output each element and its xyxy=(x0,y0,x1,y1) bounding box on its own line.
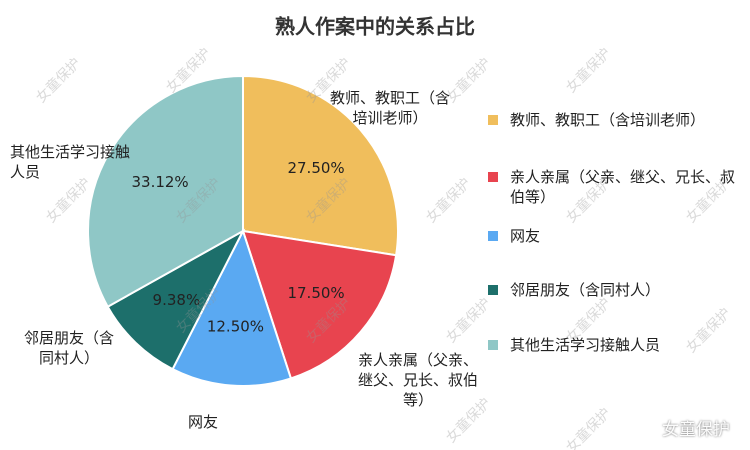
legend-swatch xyxy=(488,172,498,182)
legend-swatch xyxy=(488,231,498,241)
value-label: 9.38% xyxy=(153,291,201,309)
legend-entry: 亲人亲属（父亲、继父、兄长、叔伯等） xyxy=(488,167,743,207)
pie-slice xyxy=(106,228,246,371)
slice-label: 亲人亲属（父亲、继父、兄长、叔伯等） xyxy=(358,351,479,409)
legend-entry: 网友 xyxy=(488,226,743,246)
slice-label: 网友 xyxy=(187,413,218,431)
legend-label: 其他生活学习接触人员 xyxy=(510,336,661,354)
legend-label: 网友 xyxy=(510,227,541,245)
value-label: 27.50% xyxy=(287,159,344,177)
slice-label: 教师、教职工（含培训老师） xyxy=(329,89,450,127)
legend-swatch xyxy=(488,340,498,350)
legend-swatch xyxy=(488,285,498,295)
legend-entry: 邻居朋友（含同村人） xyxy=(488,280,743,300)
pie-slice xyxy=(87,74,244,309)
value-label: 17.50% xyxy=(287,284,344,302)
slice-label: 邻居朋友（含同村人） xyxy=(23,329,114,367)
pie-slice xyxy=(242,74,399,257)
slice-label: 其他生活学习接触人员 xyxy=(10,143,131,181)
legend-label: 亲人亲属（父亲、继父、兄长、叔伯等） xyxy=(510,168,736,206)
legend-label: 邻居朋友（含同村人） xyxy=(510,281,661,299)
legend-entry: 教师、教职工（含培训老师） xyxy=(488,110,743,130)
pie-slice xyxy=(241,229,398,380)
pie-slice xyxy=(171,228,293,387)
legend-label: 教师、教职工（含培训老师） xyxy=(510,111,706,129)
chart-title: 熟人作案中的关系占比 xyxy=(275,15,475,39)
value-label: 12.50% xyxy=(207,317,264,335)
legend-entry: 其他生活学习接触人员 xyxy=(488,335,743,355)
legend-swatch xyxy=(488,115,498,125)
value-label: 33.12% xyxy=(131,173,188,191)
watermark-logo: 女童保护 xyxy=(662,420,730,440)
